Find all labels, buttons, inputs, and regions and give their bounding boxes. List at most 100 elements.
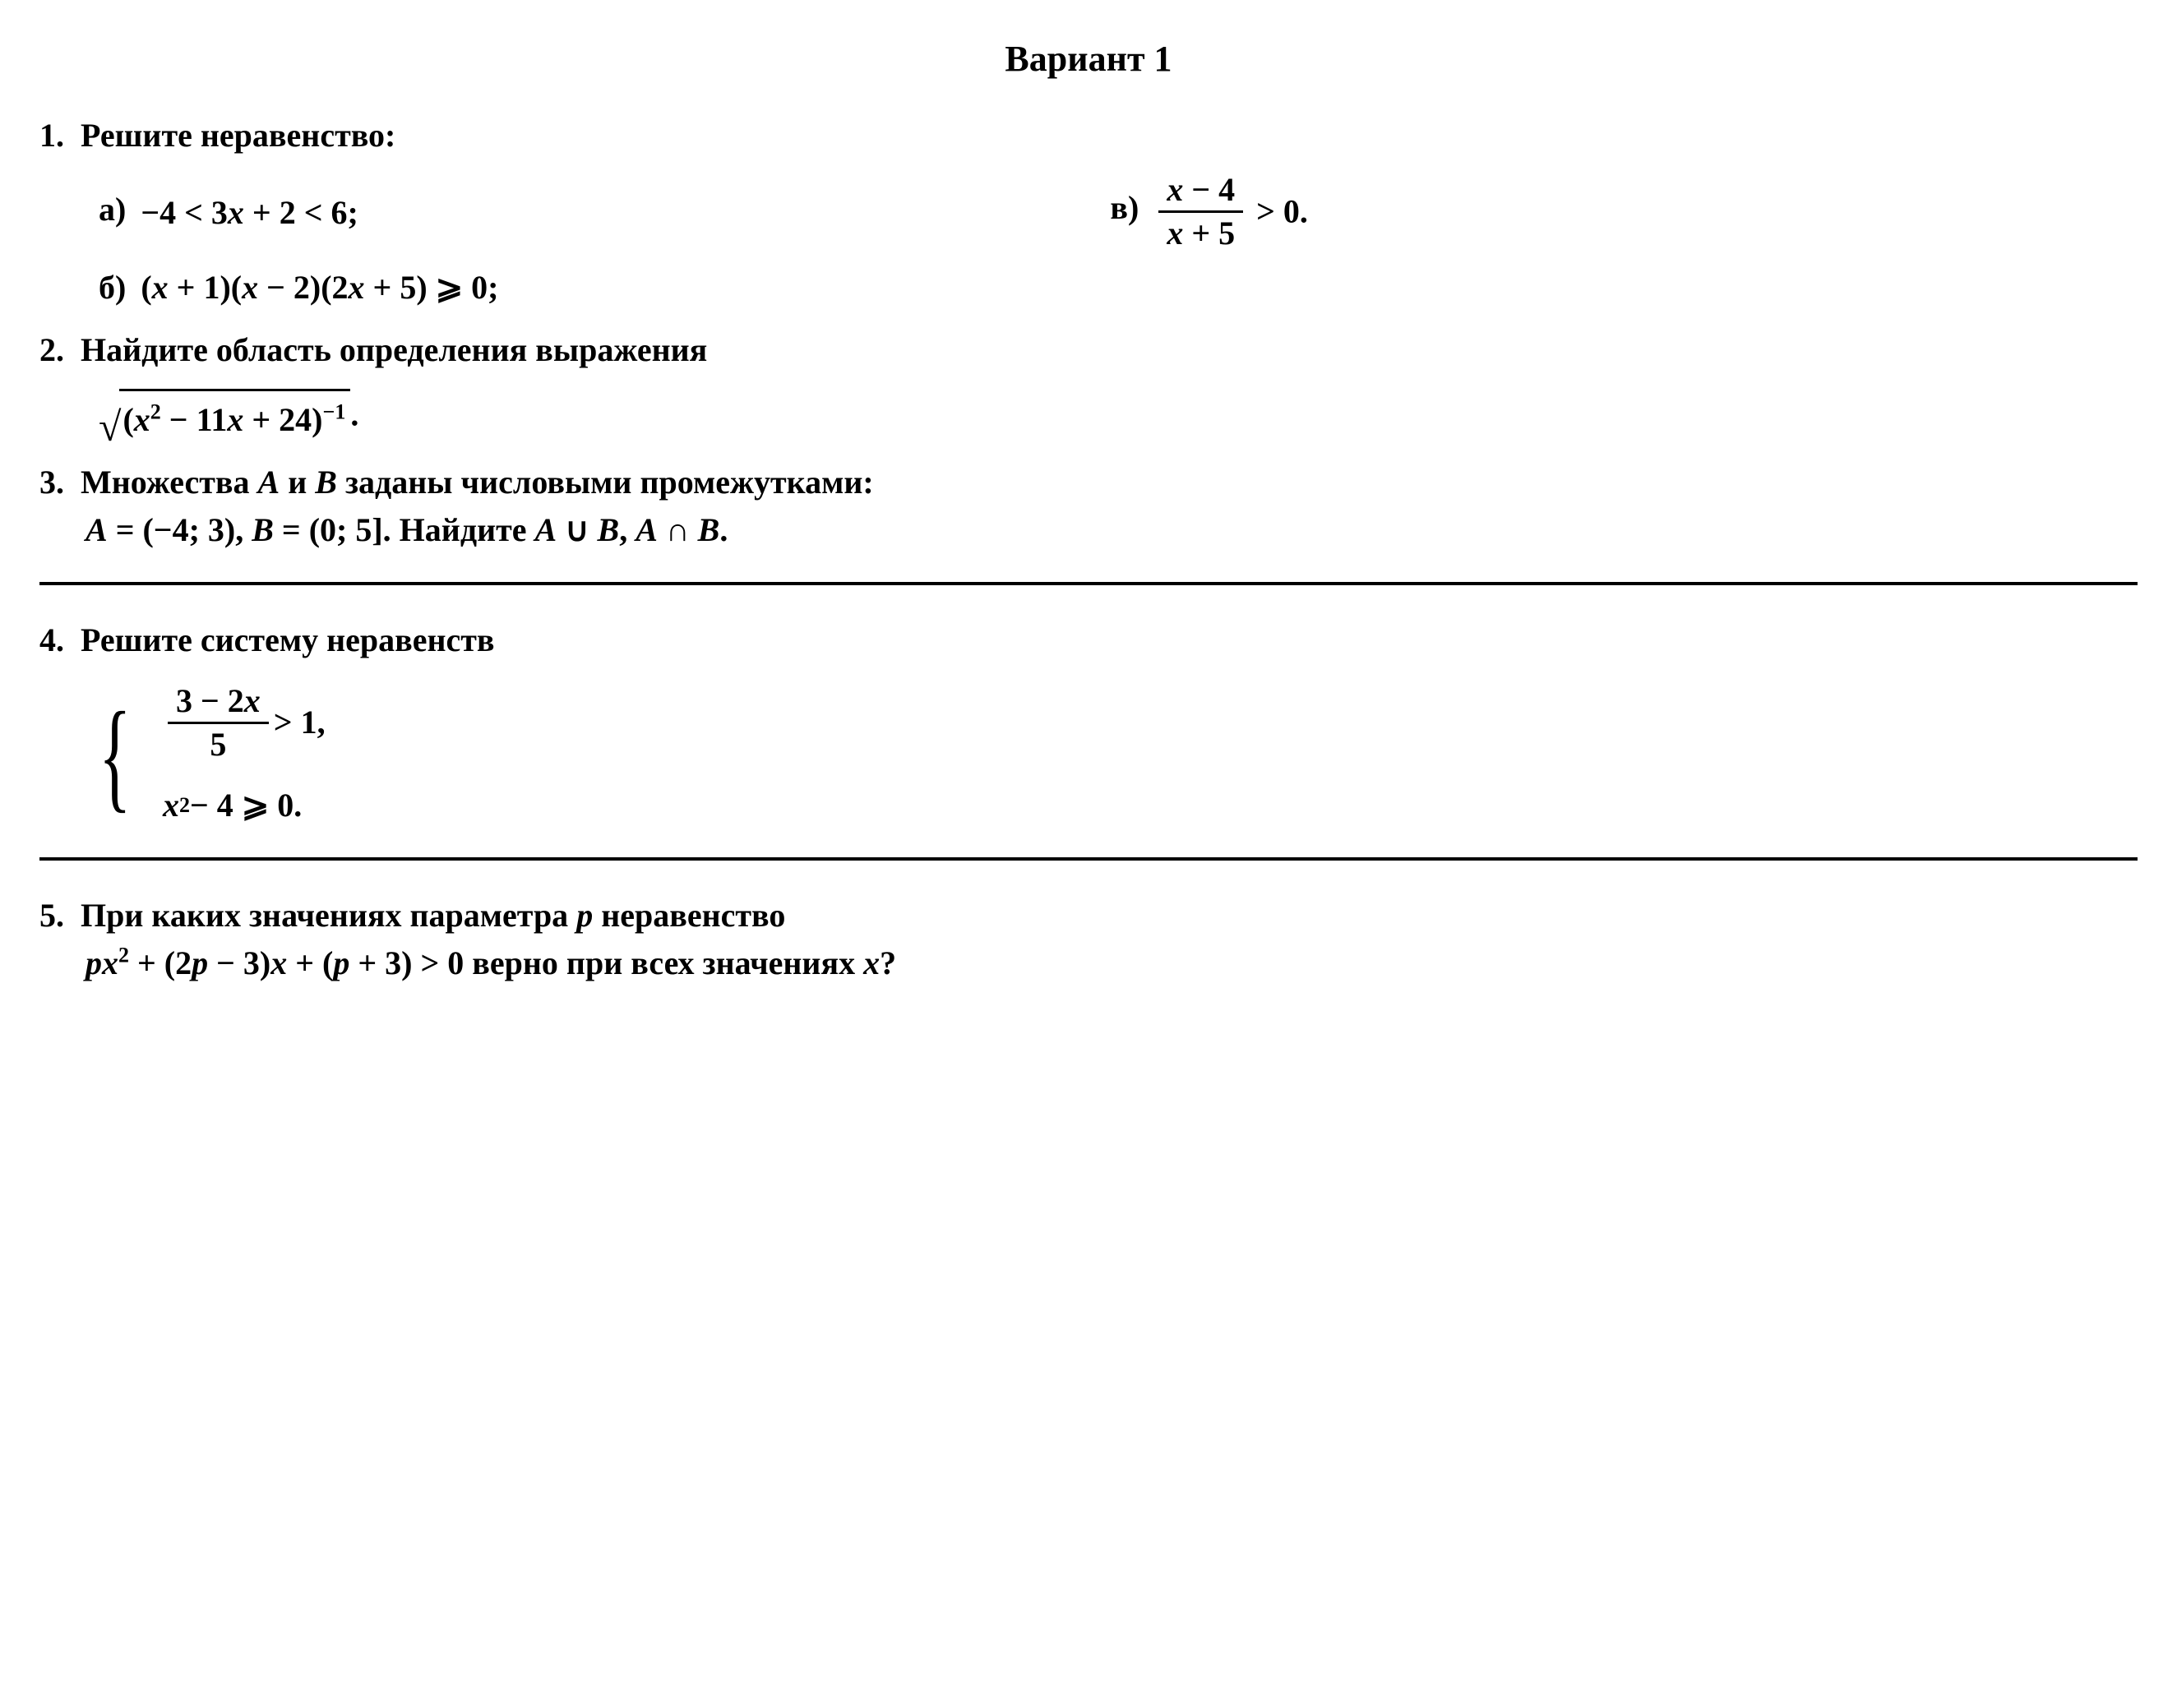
problem-1b: б) (x + 1)(x − 2)(2x + 5) ⩾ 0; [99, 264, 498, 312]
p3-and: и [280, 464, 315, 501]
brace-icon: { [99, 700, 132, 811]
problem-1-row-b: б) (x + 1)(x − 2)(2x + 5) ⩾ 0; [99, 264, 2138, 312]
variant-title: Вариант 1 [39, 33, 2138, 85]
problem-2-number: 2. [39, 326, 72, 374]
problem-1v: в) x − 4 x + 5 > 0. [1077, 171, 2138, 252]
problem-3-line2: A = (−4; 3), B = (0; 5]. Найдите A ∪ B, … [86, 506, 2138, 554]
p4-rhs1: > 1, [274, 699, 326, 746]
p5-x2: x [270, 944, 287, 981]
radical-icon: √ [99, 406, 121, 447]
radicand: (x2 − 11x + 24)−1 [119, 389, 350, 444]
p1a-3: 3 [211, 194, 228, 231]
p1a-rhs: 6; [331, 194, 358, 231]
problem-5-line2: px2 + (2p − 3)x + (p + 3) > 0 верно при … [86, 939, 2138, 987]
p4-den: 5 [168, 724, 269, 764]
p1b-x2: x [242, 269, 258, 306]
p1v-den-x: x [1167, 215, 1183, 252]
p5-a: + (2 [129, 944, 192, 981]
problem-1-prompt: 1. Решите неравенство: [39, 112, 2138, 159]
p3-B3: B [598, 511, 620, 548]
p3-B2: B [252, 511, 274, 548]
problem-1a-label: а) [99, 191, 126, 228]
p1v-den-tail: + 5 [1183, 215, 1235, 252]
p5-sq: 2 [118, 943, 129, 967]
p1b-p1: + 1)( [169, 269, 242, 306]
p5-p1: p [576, 897, 593, 934]
p1a-lt1: < [184, 194, 211, 231]
p3-eq1: = (−4; 3), [108, 511, 252, 548]
p3-comma: , [619, 511, 636, 548]
p3-B1: B [315, 464, 337, 501]
p4-frac: 3 − 2x 5 [168, 682, 269, 764]
problem-5-line1: 5. При каких значениях параметра p нерав… [39, 892, 2138, 939]
problem-1-row-a-v: а) −4 < 3x + 2 < 6; в) x − 4 x + 5 > 0. [99, 171, 2138, 252]
problem-1: 1. Решите неравенство: а) −4 < 3x + 2 < … [39, 112, 2138, 312]
p2-sq: 2 [150, 399, 161, 423]
problem-2: 2. Найдите область определения выражения… [39, 326, 2138, 444]
p5-c: + ( [287, 944, 333, 981]
p2-x1: x [134, 401, 150, 438]
p3-t2: заданы числовыми промежутками: [337, 464, 874, 501]
p1b-pre: ( [141, 269, 151, 306]
p1a-x: x [228, 194, 244, 231]
problem-2-prompt: 2. Найдите область определения выражения [39, 326, 2138, 374]
problem-2-expr: √ (x2 − 11x + 24)−1 . [99, 385, 2138, 444]
p4-num-a: 3 − 2 [176, 682, 244, 719]
problem-1b-label: б) [99, 269, 126, 306]
separator-1 [39, 582, 2138, 585]
p4-tail: − 4 ⩾ 0. [190, 782, 302, 829]
p3-A3: A [535, 511, 557, 548]
problem-4-system: { 3 − 2x 5 > 1, x2 − 4 ⩾ 0. [99, 682, 326, 829]
problem-1b-expr: (x + 1)(x − 2)(2x + 5) ⩾ 0; [141, 269, 498, 306]
p1a-plus2t: + 2 [252, 194, 296, 231]
p4-num-x: x [244, 682, 261, 719]
p2-open: ( [122, 401, 133, 438]
p5-p2: p [86, 944, 102, 981]
problem-1a-expr: −4 < 3x + 2 < 6; [141, 194, 358, 231]
p4-num: 3 − 2x [168, 682, 269, 724]
p1a-lt2: < [304, 194, 331, 231]
p5-b: − 3) [208, 944, 270, 981]
p1b-p2: − 2)(2 [258, 269, 348, 306]
problem-3: 3. Множества A и B заданы числовыми пром… [39, 459, 2138, 554]
p3-A1: A [258, 464, 280, 501]
problem-5: 5. При каких значениях параметра p нерав… [39, 892, 2138, 987]
p1v-num: x − 4 [1158, 171, 1243, 213]
p3-B4: B [698, 511, 720, 548]
p5-t2: неравенство [593, 897, 785, 934]
p2-exp: −1 [323, 399, 346, 423]
separator-2 [39, 857, 2138, 861]
problem-3-line1: 3. Множества A и B заданы числовыми пром… [39, 459, 2138, 506]
p5-p3: p [192, 944, 208, 981]
p1a-lhs: −4 [141, 194, 176, 231]
p1v-num-x: x [1167, 171, 1183, 208]
sqrt: √ (x2 − 11x + 24)−1 [99, 385, 350, 444]
p5-d: + 3) > 0 верно при всех значениях [349, 944, 863, 981]
problem-4-number: 4. [39, 616, 72, 664]
p1b-p3: + 5) ⩾ 0; [365, 269, 499, 306]
problem-4-prompt: 4. Решите систему неравенств [39, 616, 2138, 664]
problem-4-text: Решите систему неравенств [81, 621, 495, 658]
problem-1v-label: в) [1110, 189, 1139, 226]
system-lines: 3 − 2x 5 > 1, x2 − 4 ⩾ 0. [163, 682, 326, 829]
p3-t1: Множества [81, 464, 258, 501]
p5-q: ? [880, 944, 896, 981]
problem-5-number: 5. [39, 892, 72, 939]
p1b-x1: x [152, 269, 169, 306]
p5-t1: При каких значениях параметра [81, 897, 576, 934]
problem-4: 4. Решите систему неравенств { 3 − 2x 5 … [39, 616, 2138, 829]
p3-dot: . [719, 511, 728, 548]
problem-1v-frac: x − 4 x + 5 [1158, 171, 1243, 252]
problem-1-number: 1. [39, 112, 72, 159]
p5-x1: x [102, 944, 118, 981]
p3-A4: A [636, 511, 658, 548]
p4-x: x [163, 782, 179, 829]
p3-A2: A [86, 511, 108, 548]
problem-1-text: Решите неравенство: [81, 117, 395, 154]
p2-dot: . [350, 395, 358, 432]
p2-x2: x [227, 401, 243, 438]
system-line-2: x2 − 4 ⩾ 0. [163, 782, 326, 829]
p1v-num-tail: − 4 [1183, 171, 1235, 208]
p3-cup: ∪ [557, 511, 597, 548]
p3-eq2: = (0; 5]. Найдите [274, 511, 535, 548]
